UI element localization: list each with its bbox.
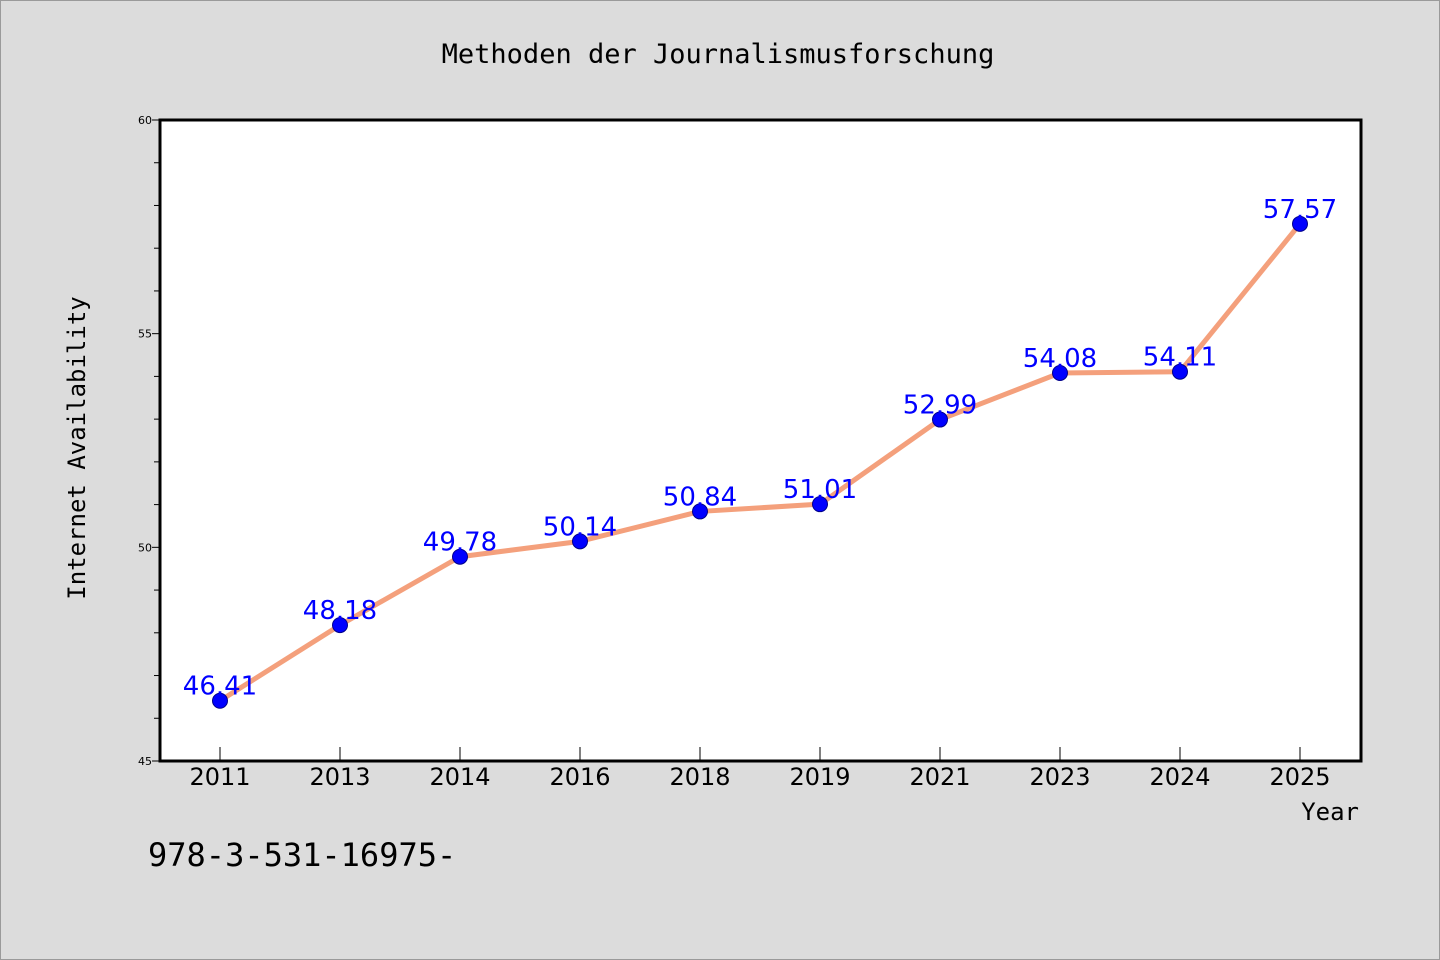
data-label: 46.41 (183, 672, 257, 702)
data-labels: 46.41 48.18 49.78 50.14 50.84 51.01 52.99 54.08… (183, 195, 1337, 702)
x-tick-label: 2025 (1269, 763, 1330, 791)
data-point (812, 496, 828, 513)
y-tick-label: 55 (138, 328, 152, 341)
data-label: 51.01 (783, 475, 857, 505)
data-point (932, 411, 948, 428)
data-point (1052, 364, 1068, 381)
y-tick-label: 60 (138, 114, 152, 127)
data-label: 50.84 (663, 482, 737, 512)
x-tick-label: 2014 (429, 763, 490, 791)
x-tick-label: 2013 (309, 763, 370, 791)
data-label: 48.18 (303, 596, 377, 626)
data-label: 49.78 (423, 528, 497, 558)
data-point (1172, 363, 1188, 380)
x-tick-label: 2024 (1149, 763, 1210, 791)
chart-title: Methoden der Journalismusforschung (442, 39, 995, 70)
x-tick-label: 2018 (669, 763, 730, 791)
data-label: 54.11 (1143, 343, 1217, 373)
series-line (217, 221, 1303, 704)
data-label: 52.99 (903, 391, 977, 421)
data-point (452, 548, 468, 565)
x-axis-label: Year (1301, 798, 1359, 826)
data-label: 57.57 (1263, 195, 1337, 225)
plot-area (158, 118, 1363, 763)
data-label: 54.08 (1023, 344, 1097, 374)
y-tick-label: 50 (138, 541, 152, 554)
y-tick-label: 45 (138, 755, 152, 768)
x-tick-label: 2016 (549, 763, 610, 791)
data-label: 50.14 (543, 512, 617, 542)
data-point (212, 692, 228, 709)
x-tick-label: 2019 (789, 763, 850, 791)
x-tick-label: 2021 (909, 763, 970, 791)
y-axis: 45 50 55 60 (138, 114, 160, 768)
x-tick-label: 2011 (189, 763, 250, 791)
data-point (332, 617, 348, 634)
data-points (212, 215, 1308, 709)
y-axis-label: Internet Availability (63, 296, 91, 599)
data-point (572, 533, 588, 550)
series-line-group (217, 221, 1303, 704)
x-axis: 2011 2013 2014 2016 2018 2019 2021 2023 2024 2025 (189, 747, 1331, 791)
data-point (1292, 215, 1308, 232)
x-tick-label: 2023 (1029, 763, 1090, 791)
data-point (692, 503, 708, 520)
isbn-text: 978-3-531-16975- (148, 836, 456, 874)
